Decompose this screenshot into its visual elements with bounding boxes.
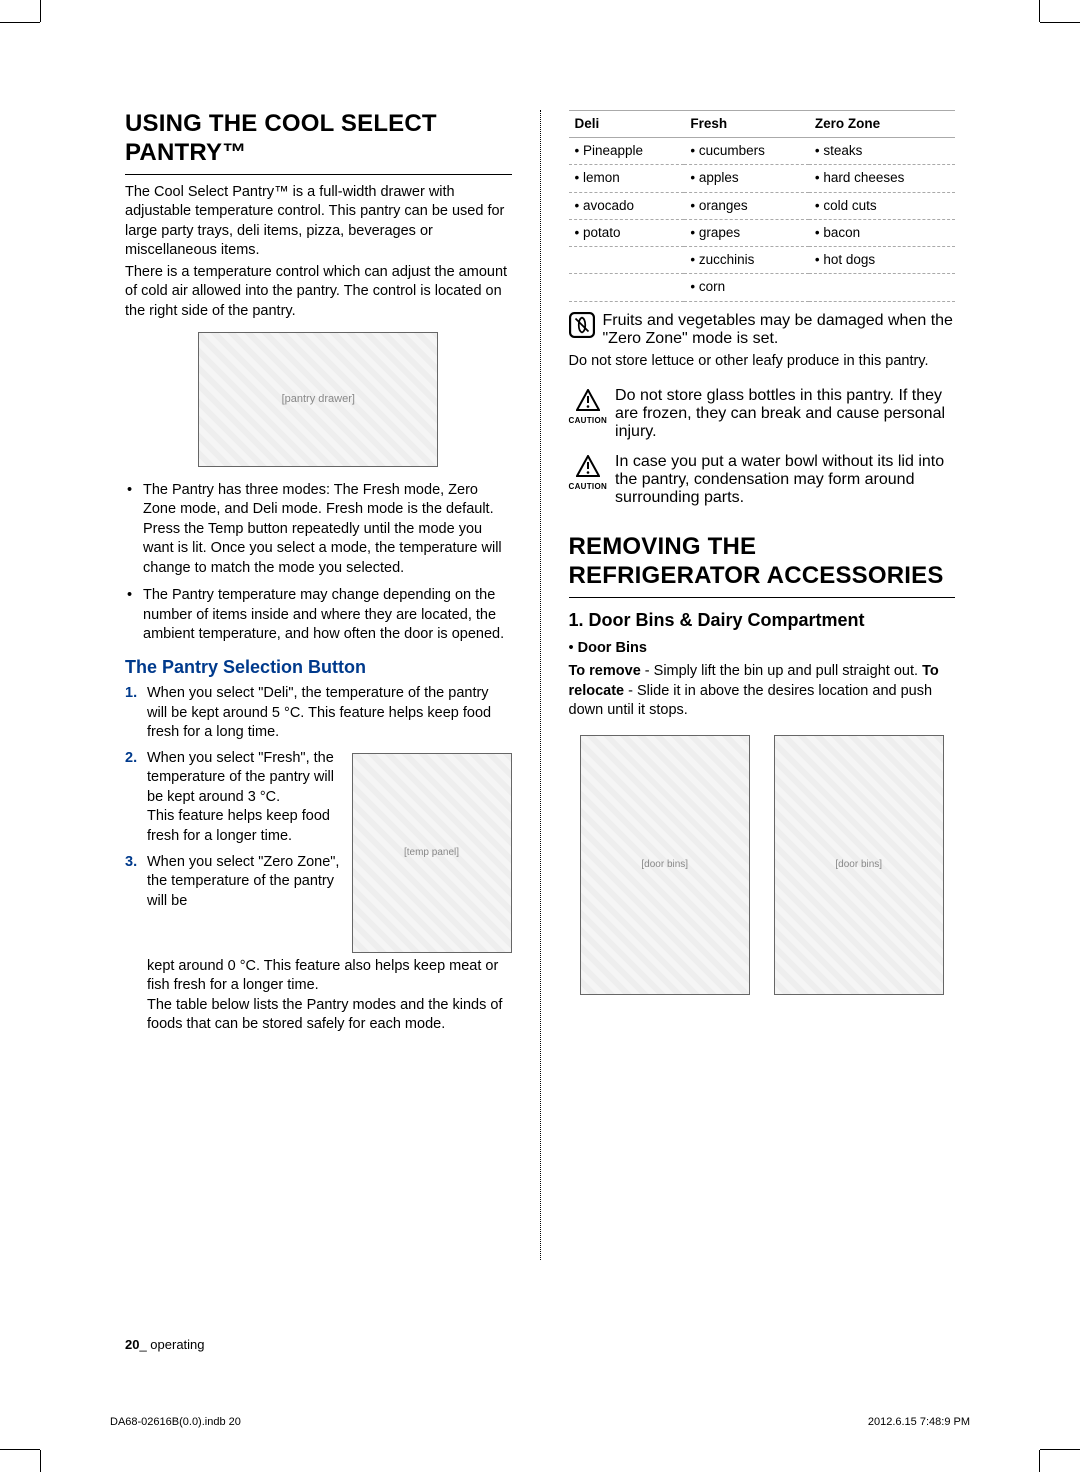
- heading-cool-select: USING THE COOL SELECT PANTRY™: [125, 110, 512, 168]
- table-header-row: Deli Fresh Zero Zone: [569, 111, 956, 138]
- step-fresh-text-b: This feature helps keep food fresh for a…: [147, 808, 330, 844]
- cell: hard cheeses: [809, 165, 955, 192]
- caution-icon-wrap: CAUTION: [569, 453, 608, 491]
- cell-empty: [569, 247, 685, 274]
- intro-para-1: The Cool Select Pantry™ is a full-width …: [125, 183, 512, 261]
- note-zero-text-b: Do not store lettuce or other leafy prod…: [569, 352, 956, 372]
- step-number: 3.: [125, 853, 137, 873]
- page-footer: 20_ operating: [125, 1337, 205, 1352]
- cell: cold cuts: [809, 192, 955, 219]
- note-zero-text: Fruits and vegetables may be damaged whe…: [603, 312, 956, 348]
- to-remove-text: - Simply lift the bin up and pull straig…: [641, 663, 922, 679]
- step-fresh: 2. [temp panel] When you select "Fresh",…: [125, 749, 512, 847]
- to-relocate-text: - Slide it in above the desires location…: [569, 683, 933, 719]
- pantry-feature-list: The Pantry has three modes: The Fresh mo…: [125, 481, 512, 646]
- note-zero-zone: Fruits and vegetables may be damaged whe…: [569, 312, 956, 348]
- page-section-label: _ operating: [139, 1337, 204, 1352]
- caution-condensation-text: In case you put a water bowl without its…: [615, 453, 955, 507]
- modes-table: Deli Fresh Zero Zone Pineapplecucumberss…: [569, 110, 956, 302]
- cell: bacon: [809, 219, 955, 246]
- step-number: 2.: [125, 749, 137, 769]
- cell-empty: [809, 274, 955, 301]
- cell: oranges: [684, 192, 808, 219]
- heading-removing-accessories: REMOVING THE REFRIGERATOR ACCESSORIES: [569, 533, 956, 591]
- intro-para-2: There is a temperature control which can…: [125, 263, 512, 322]
- right-column: Deli Fresh Zero Zone Pineapplecucumberss…: [569, 110, 956, 1260]
- pantry-selection-steps: 1. When you select "Deli", the temperatur…: [125, 684, 512, 1035]
- caution-glass-bottles: CAUTION Do not store glass bottles in th…: [569, 387, 956, 441]
- feature-temp-change: The Pantry temperature may change depend…: [125, 586, 512, 645]
- th-fresh: Fresh: [684, 111, 808, 138]
- door-bins-instructions: To remove - Simply lift the bin up and p…: [569, 662, 956, 721]
- note-icon: [569, 312, 595, 338]
- left-column: USING THE COOL SELECT PANTRY™ The Cool S…: [125, 110, 512, 1260]
- caution-label: CAUTION: [569, 416, 608, 425]
- cell: avocado: [569, 192, 685, 219]
- th-deli: Deli: [569, 111, 685, 138]
- figure-door-left: [door bins]: [580, 735, 750, 995]
- cell: hot dogs: [809, 247, 955, 274]
- feature-modes: The Pantry has three modes: The Fresh mo…: [125, 481, 512, 579]
- print-footer-timestamp: 2012.6.15 7:48:9 PM: [868, 1416, 970, 1428]
- step-number: 1.: [125, 684, 137, 704]
- cell: cucumbers: [684, 138, 808, 165]
- figure-door-row: [door bins] [door bins]: [569, 735, 956, 995]
- cell: zucchinis: [684, 247, 808, 274]
- warning-triangle-icon: [575, 453, 601, 479]
- step-deli: 1. When you select "Deli", the temperatur…: [125, 684, 512, 743]
- table-row: lemonappleshard cheeses: [569, 165, 956, 192]
- warning-triangle-icon: [575, 387, 601, 413]
- heading-rule: [569, 597, 956, 598]
- table-row: avocadoorangescold cuts: [569, 192, 956, 219]
- cell: apples: [684, 165, 808, 192]
- figure-door-right: [door bins]: [774, 735, 944, 995]
- page-number: 20: [125, 1337, 139, 1352]
- sub-door-bins: Door Bins: [569, 639, 956, 659]
- to-remove-label: To remove: [569, 663, 641, 679]
- cell: Pineapple: [569, 138, 685, 165]
- step-fresh-text-a: When you select "Fresh", the temperature…: [147, 750, 334, 805]
- print-footer-filename: DA68-02616B(0.0).indb 20: [110, 1416, 241, 1428]
- step-zero-zone: 3. When you select "Zero Zone", the temp…: [125, 853, 512, 1035]
- cell: grapes: [684, 219, 808, 246]
- column-divider: [540, 110, 541, 1260]
- cell: potato: [569, 219, 685, 246]
- heading-rule: [125, 174, 512, 175]
- table-row: zucchinishot dogs: [569, 247, 956, 274]
- table-row: corn: [569, 274, 956, 301]
- heading-door-bins: 1. Door Bins & Dairy Compartment: [569, 610, 956, 631]
- figure-pantry-drawer: [pantry drawer]: [198, 332, 438, 467]
- step-zero-text-a: When you select "Zero Zone", the tempera…: [147, 854, 339, 909]
- caution-condensation: CAUTION In case you put a water bowl wit…: [569, 453, 956, 507]
- step-zero-text-c: The table below lists the Pantry modes a…: [147, 997, 502, 1033]
- caution-label: CAUTION: [569, 482, 608, 491]
- cell: corn: [684, 274, 808, 301]
- th-zero: Zero Zone: [809, 111, 955, 138]
- step-deli-text: When you select "Deli", the temperature …: [147, 685, 491, 740]
- heading-pantry-selection: The Pantry Selection Button: [125, 657, 512, 678]
- sub-door-bins-label: Door Bins: [578, 640, 647, 656]
- cell-empty: [569, 274, 685, 301]
- page-content: USING THE COOL SELECT PANTRY™ The Cool S…: [125, 110, 955, 1260]
- table-row: Pineapplecucumberssteaks: [569, 138, 956, 165]
- cell: steaks: [809, 138, 955, 165]
- table-row: potatograpesbacon: [569, 219, 956, 246]
- step-zero-text-b: kept around 0 °C. This feature also help…: [147, 958, 498, 994]
- caution-glass-text: Do not store glass bottles in this pantr…: [615, 387, 955, 441]
- cell: lemon: [569, 165, 685, 192]
- caution-icon-wrap: CAUTION: [569, 387, 608, 425]
